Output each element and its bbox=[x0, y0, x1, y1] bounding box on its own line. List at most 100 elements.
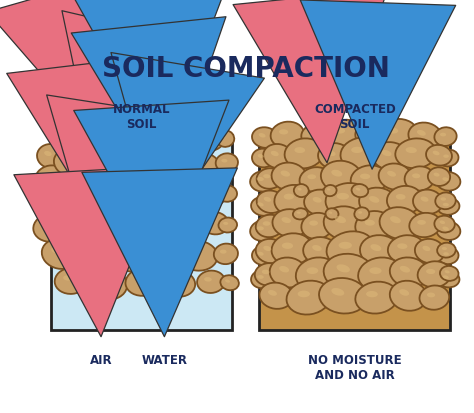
Ellipse shape bbox=[250, 221, 276, 241]
Ellipse shape bbox=[94, 207, 98, 210]
Ellipse shape bbox=[296, 258, 338, 292]
Ellipse shape bbox=[179, 241, 218, 271]
Ellipse shape bbox=[64, 216, 74, 224]
Ellipse shape bbox=[122, 249, 133, 256]
Ellipse shape bbox=[34, 190, 68, 216]
Ellipse shape bbox=[434, 173, 439, 177]
Ellipse shape bbox=[251, 197, 275, 216]
Ellipse shape bbox=[360, 174, 370, 180]
Ellipse shape bbox=[434, 128, 456, 147]
Ellipse shape bbox=[86, 268, 127, 300]
Bar bbox=[259, 135, 450, 330]
Ellipse shape bbox=[252, 247, 274, 266]
Ellipse shape bbox=[313, 197, 322, 203]
Ellipse shape bbox=[417, 221, 426, 225]
Ellipse shape bbox=[418, 261, 451, 288]
Ellipse shape bbox=[268, 290, 277, 296]
Ellipse shape bbox=[43, 197, 52, 203]
Ellipse shape bbox=[272, 163, 307, 191]
Ellipse shape bbox=[161, 180, 196, 208]
Ellipse shape bbox=[255, 263, 283, 286]
Ellipse shape bbox=[252, 150, 274, 168]
Ellipse shape bbox=[369, 268, 382, 274]
Ellipse shape bbox=[281, 171, 290, 177]
Ellipse shape bbox=[205, 135, 212, 140]
Ellipse shape bbox=[197, 161, 205, 166]
Ellipse shape bbox=[390, 216, 401, 224]
Ellipse shape bbox=[360, 235, 401, 267]
Ellipse shape bbox=[271, 122, 304, 149]
Ellipse shape bbox=[193, 178, 197, 180]
Ellipse shape bbox=[396, 195, 406, 200]
Ellipse shape bbox=[335, 129, 345, 134]
Ellipse shape bbox=[264, 197, 271, 202]
Ellipse shape bbox=[264, 246, 271, 252]
Ellipse shape bbox=[304, 190, 337, 216]
Ellipse shape bbox=[170, 188, 179, 194]
Ellipse shape bbox=[135, 185, 161, 207]
Ellipse shape bbox=[257, 227, 264, 231]
Ellipse shape bbox=[308, 175, 316, 180]
Ellipse shape bbox=[141, 191, 148, 196]
Ellipse shape bbox=[91, 204, 104, 215]
Ellipse shape bbox=[262, 270, 269, 275]
Ellipse shape bbox=[95, 178, 126, 204]
Ellipse shape bbox=[62, 188, 73, 194]
Ellipse shape bbox=[42, 239, 79, 269]
Ellipse shape bbox=[443, 155, 449, 159]
Ellipse shape bbox=[279, 266, 289, 273]
Ellipse shape bbox=[190, 154, 219, 178]
Ellipse shape bbox=[365, 220, 375, 226]
Ellipse shape bbox=[442, 227, 449, 231]
Ellipse shape bbox=[256, 169, 283, 189]
Ellipse shape bbox=[395, 139, 436, 169]
Ellipse shape bbox=[160, 162, 170, 168]
Ellipse shape bbox=[409, 214, 441, 237]
Ellipse shape bbox=[356, 124, 387, 149]
Ellipse shape bbox=[216, 154, 238, 173]
Ellipse shape bbox=[51, 248, 61, 254]
Ellipse shape bbox=[172, 219, 182, 225]
Ellipse shape bbox=[297, 212, 301, 214]
Ellipse shape bbox=[115, 236, 130, 249]
Ellipse shape bbox=[307, 268, 318, 274]
Ellipse shape bbox=[318, 144, 352, 170]
Ellipse shape bbox=[399, 290, 409, 296]
Ellipse shape bbox=[309, 132, 317, 137]
Ellipse shape bbox=[214, 244, 238, 264]
Ellipse shape bbox=[271, 152, 279, 157]
Ellipse shape bbox=[388, 236, 425, 263]
Ellipse shape bbox=[149, 235, 162, 246]
Ellipse shape bbox=[327, 189, 330, 191]
Ellipse shape bbox=[337, 193, 349, 200]
Ellipse shape bbox=[387, 171, 396, 177]
Ellipse shape bbox=[93, 153, 124, 179]
Text: COMPACTED
SOIL: COMPACTED SOIL bbox=[314, 103, 396, 131]
Ellipse shape bbox=[329, 212, 332, 214]
Ellipse shape bbox=[258, 252, 264, 256]
Ellipse shape bbox=[201, 212, 228, 235]
Ellipse shape bbox=[159, 180, 163, 182]
Ellipse shape bbox=[221, 159, 228, 163]
Ellipse shape bbox=[126, 156, 133, 160]
Ellipse shape bbox=[121, 176, 126, 179]
Ellipse shape bbox=[439, 221, 445, 225]
Ellipse shape bbox=[397, 244, 408, 249]
Ellipse shape bbox=[273, 210, 308, 237]
Ellipse shape bbox=[208, 219, 215, 223]
Ellipse shape bbox=[440, 133, 446, 137]
Ellipse shape bbox=[251, 270, 275, 289]
Ellipse shape bbox=[37, 145, 65, 169]
Ellipse shape bbox=[377, 120, 418, 150]
Ellipse shape bbox=[257, 203, 264, 207]
Ellipse shape bbox=[157, 253, 167, 259]
Ellipse shape bbox=[35, 166, 67, 192]
Ellipse shape bbox=[72, 242, 118, 275]
Ellipse shape bbox=[170, 278, 179, 284]
Ellipse shape bbox=[63, 157, 72, 164]
Ellipse shape bbox=[117, 173, 134, 185]
Ellipse shape bbox=[327, 232, 374, 268]
Ellipse shape bbox=[324, 185, 337, 197]
Ellipse shape bbox=[301, 214, 333, 240]
Ellipse shape bbox=[370, 244, 381, 252]
